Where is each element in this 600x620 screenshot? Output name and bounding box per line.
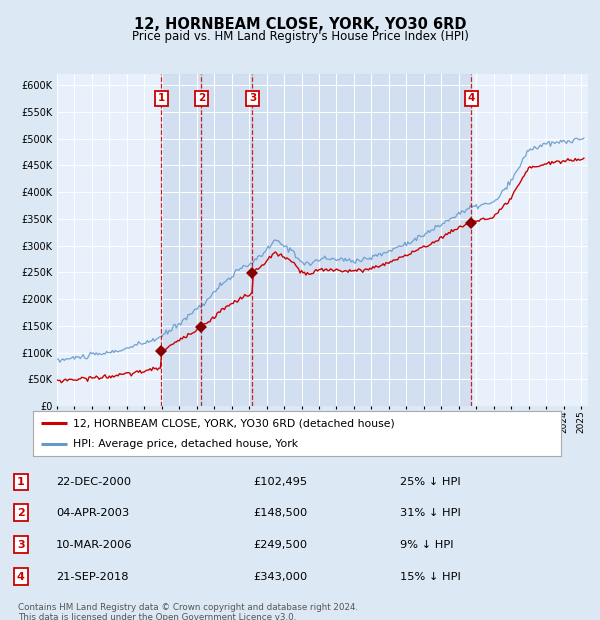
Text: 1: 1: [17, 477, 25, 487]
Text: 1: 1: [158, 94, 165, 104]
Text: 4: 4: [17, 572, 25, 582]
Bar: [161, 74, 201, 406]
Text: HPI: Average price, detached house, York: HPI: Average price, detached house, York: [73, 438, 298, 449]
Bar: [253, 74, 472, 406]
Text: 10-MAR-2006: 10-MAR-2006: [56, 539, 133, 549]
Text: 12, HORNBEAM CLOSE, YORK, YO30 6RD (detached house): 12, HORNBEAM CLOSE, YORK, YO30 6RD (deta…: [73, 418, 394, 428]
Text: 21-SEP-2018: 21-SEP-2018: [56, 572, 128, 582]
Text: 22-DEC-2000: 22-DEC-2000: [56, 477, 131, 487]
Text: 12, HORNBEAM CLOSE, YORK, YO30 6RD: 12, HORNBEAM CLOSE, YORK, YO30 6RD: [134, 17, 466, 32]
Text: Price paid vs. HM Land Registry's House Price Index (HPI): Price paid vs. HM Land Registry's House …: [131, 30, 469, 43]
Text: Contains HM Land Registry data © Crown copyright and database right 2024.
This d: Contains HM Land Registry data © Crown c…: [18, 603, 358, 620]
Text: 2: 2: [197, 94, 205, 104]
Text: 4: 4: [467, 94, 475, 104]
Text: 2: 2: [17, 508, 25, 518]
Text: 9% ↓ HPI: 9% ↓ HPI: [400, 539, 454, 549]
Text: £249,500: £249,500: [253, 539, 307, 549]
Text: 3: 3: [17, 539, 25, 549]
Text: 15% ↓ HPI: 15% ↓ HPI: [400, 572, 461, 582]
Text: 25% ↓ HPI: 25% ↓ HPI: [400, 477, 461, 487]
Text: 04-APR-2003: 04-APR-2003: [56, 508, 129, 518]
Text: 31% ↓ HPI: 31% ↓ HPI: [400, 508, 461, 518]
Text: 3: 3: [249, 94, 256, 104]
Bar: [201, 74, 253, 406]
Text: £102,495: £102,495: [253, 477, 307, 487]
Text: £148,500: £148,500: [253, 508, 307, 518]
Text: £343,000: £343,000: [253, 572, 307, 582]
